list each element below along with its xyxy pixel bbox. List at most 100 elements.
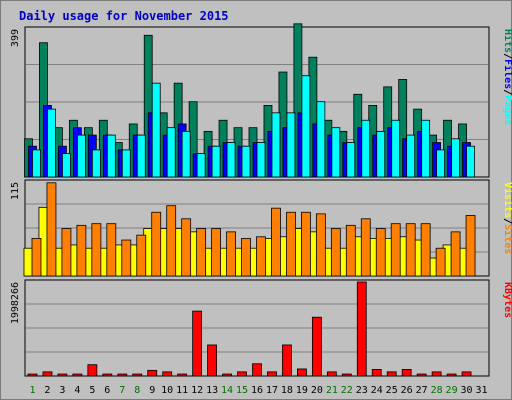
x-tick-label-day-11: 11 (176, 385, 188, 396)
bar-kbytes-day-13 (207, 344, 217, 377)
bar-sites-day-9 (151, 211, 162, 277)
bar-sites-day-12 (196, 228, 207, 277)
bar-kbytes-day-23 (356, 281, 367, 377)
x-tick-label-day-23: 23 (356, 385, 368, 396)
bar-kbytes-day-9 (147, 369, 158, 377)
bar-kbytes-day-18 (282, 344, 292, 377)
bar-sites-day-11 (181, 218, 192, 277)
legend-sites: Sites (502, 224, 512, 254)
bar-kbytes-day-6 (102, 373, 113, 377)
x-tick-label-day-15: 15 (236, 385, 248, 396)
bar-sites-day-17 (271, 207, 281, 277)
bar-pages-day-1 (32, 149, 41, 178)
x-tick-label-day-19: 19 (296, 385, 308, 396)
bar-kbytes-day-22 (341, 373, 352, 377)
bar-pages-day-12 (196, 153, 206, 178)
legend-kbytes: KBytes (502, 282, 512, 318)
bar-sites-day-26 (405, 223, 416, 277)
bar-sites-day-6 (106, 223, 117, 277)
bar-pages-day-25 (391, 119, 401, 178)
bar-pages-day-7 (121, 149, 131, 178)
bar-kbytes-day-15 (237, 371, 247, 377)
bar-pages-day-30 (466, 145, 475, 178)
bar-sites-day-21 (330, 228, 341, 277)
legend-kbytes: KBytes (502, 282, 512, 318)
bar-kbytes-day-28 (431, 371, 442, 377)
bar-pages-day-3 (62, 153, 71, 178)
bar-pages-day-5 (91, 149, 101, 178)
bar-pages-day-13 (211, 145, 221, 178)
bar-sites-day-23 (360, 218, 371, 277)
bar-kbytes-day-3 (57, 373, 68, 377)
x-tick-label-day-13: 13 (206, 385, 218, 396)
bar-sites-day-28 (435, 247, 446, 277)
bar-kbytes-day-27 (416, 373, 427, 377)
bar-pages-day-20 (316, 101, 326, 178)
bar-sites-day-3 (61, 228, 72, 277)
bar-pages-day-4 (76, 134, 86, 178)
x-tick-label-day-8: 8 (134, 385, 140, 396)
x-tick-label-day-12: 12 (191, 385, 203, 396)
bar-sites-day-1 (31, 237, 42, 277)
x-tick-label-day-31: 31 (475, 385, 487, 396)
bar-kbytes-day-4 (72, 373, 83, 377)
bar-sites-day-2 (46, 182, 57, 277)
x-tick-label-day-26: 26 (401, 385, 413, 396)
ymax-label-visits_sites: 115 (10, 182, 21, 200)
bar-kbytes-day-20 (311, 316, 322, 377)
bar-pages-day-2 (47, 108, 56, 178)
x-tick-label-day-24: 24 (371, 385, 383, 396)
bar-pages-day-15 (241, 145, 251, 178)
bar-pages-day-10 (166, 127, 176, 178)
x-tick-label-day-9: 9 (149, 385, 155, 396)
legend-visits_sites: Visits/Sites (502, 182, 512, 254)
bar-pages-day-18 (286, 112, 296, 178)
bar-sites-day-13 (211, 228, 221, 277)
legend-hits: Hits (502, 29, 512, 53)
bar-sites-day-29 (450, 231, 461, 277)
x-tick-label-day-6: 6 (104, 385, 110, 396)
x-tick-label-day-7: 7 (119, 385, 125, 396)
bar-pages-day-24 (376, 130, 386, 178)
bar-kbytes-day-8 (132, 373, 143, 377)
bar-sites-day-20 (315, 213, 326, 277)
legend-pages: Pages (502, 95, 512, 125)
bar-pages-day-11 (181, 130, 191, 178)
legend-hits_files_pages: Hits/Files/Pages (502, 29, 512, 125)
ymax-label-kbytes: 1998266 (10, 282, 21, 324)
bar-sites-day-24 (375, 228, 386, 277)
chart-title: Daily usage for November 2015 (19, 9, 229, 23)
bar-kbytes-day-19 (297, 368, 307, 377)
bar-sites-day-8 (136, 234, 147, 277)
bar-sites-day-5 (91, 223, 102, 277)
x-tick-label-day-16: 16 (251, 385, 263, 396)
bar-pages-day-26 (406, 134, 416, 178)
bar-kbytes-day-1 (27, 373, 38, 377)
bar-pages-day-16 (256, 142, 266, 178)
bar-kbytes-day-21 (326, 371, 337, 377)
x-tick-label-day-17: 17 (266, 385, 278, 396)
bar-pages-day-17 (271, 112, 281, 178)
bar-sites-day-14 (226, 231, 236, 277)
bar-sites-day-4 (76, 224, 87, 277)
bar-kbytes-day-12 (192, 310, 203, 377)
bar-kbytes-day-17 (267, 371, 277, 377)
x-tick-label-day-21: 21 (326, 385, 338, 396)
legend-files: Files (502, 59, 512, 89)
bar-kbytes-day-30 (461, 371, 472, 377)
bar-sites-day-15 (241, 237, 251, 277)
bar-sites-day-30 (465, 215, 476, 277)
bar-pages-day-22 (346, 142, 356, 178)
bar-kbytes-day-26 (401, 369, 412, 377)
x-tick-label-day-3: 3 (59, 385, 65, 396)
x-tick-label-day-25: 25 (386, 385, 398, 396)
x-tick-label-day-22: 22 (341, 385, 353, 396)
bar-sites-day-25 (390, 223, 401, 277)
bar-kbytes-day-7 (117, 373, 128, 377)
x-tick-label-day-5: 5 (89, 385, 95, 396)
legend-visits: Visits (502, 182, 512, 218)
x-tick-label-day-10: 10 (161, 385, 173, 396)
bar-pages-day-19 (301, 75, 311, 178)
bar-sites-day-16 (256, 236, 266, 277)
